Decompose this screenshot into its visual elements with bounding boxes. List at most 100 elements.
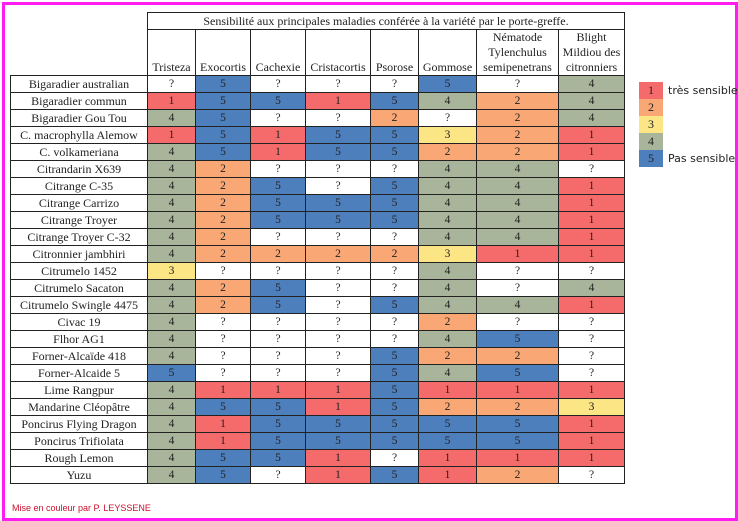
sensitivity-cell: 5 <box>250 415 306 433</box>
sensitivity-cell: 1 <box>305 449 371 467</box>
sensitivity-cell: 2 <box>418 313 477 331</box>
rootstock-name: Citrumelo Swingle 4475 <box>10 296 148 314</box>
sensitivity-cell: 1 <box>418 381 477 399</box>
sensitivity-cell: 5 <box>305 415 371 433</box>
sensitivity-cell: 1 <box>305 92 371 110</box>
sensitivity-cell: ? <box>250 466 306 484</box>
sensitivity-cell: 2 <box>195 160 251 178</box>
sensitivity-cell: 1 <box>250 381 306 399</box>
sensitivity-cell: ? <box>305 330 371 348</box>
sensitivity-cell: 4 <box>418 211 477 229</box>
corner-blank-2 <box>11 30 148 76</box>
sensitivity-cell: 4 <box>147 415 196 433</box>
sensitivity-cell: ? <box>250 330 306 348</box>
sensitivity-cell: 5 <box>250 398 306 416</box>
rootstock-name: Lime Rangpur <box>10 381 148 399</box>
sensitivity-cell: 1 <box>195 415 251 433</box>
sensitivity-cell: 5 <box>305 126 371 144</box>
rootstock-name: Bigaradier Gou Tou <box>10 109 148 127</box>
sensitivity-cell: 1 <box>418 449 477 467</box>
sensitivity-cell: 4 <box>147 466 196 484</box>
sensitivity-cell: 4 <box>147 211 196 229</box>
sensitivity-cell: 2 <box>195 177 251 195</box>
sensitivity-cell: 5 <box>418 75 477 93</box>
sensitivity-cell: 5 <box>305 143 371 161</box>
sensitivity-cell: 4 <box>558 92 625 110</box>
sensitivity-cell: 2 <box>195 296 251 314</box>
rootstock-name: Citrange Troyer <box>10 211 148 229</box>
sensitivity-cell: 2 <box>418 398 477 416</box>
table-row: Citrange Troyer C-32 4 2??? 4 4 1 <box>10 228 625 246</box>
sensitivity-cell: 1 <box>250 126 306 144</box>
sensitivity-cell: 4 <box>147 177 196 195</box>
sensitivity-cell: 2 <box>195 211 251 229</box>
sensitivity-cell: 4 <box>147 279 196 297</box>
column-header-line: Cachexie <box>255 60 301 74</box>
sensitivity-cell: 5 <box>195 466 251 484</box>
sensitivity-cell: 1 <box>418 466 477 484</box>
sensitivity-cell: 1 <box>195 381 251 399</box>
table-row: Citrange Troyer 4 2 5 5 5 4 4 1 <box>10 211 625 229</box>
sensitivity-cell: ? <box>195 313 251 331</box>
legend: 1 très sensible 2 3 4 5 Pas sensible <box>639 82 738 167</box>
sensitivity-cell: 1 <box>558 228 625 246</box>
sensitivity-cell: ? <box>370 313 419 331</box>
table-row: Civac 19 4???? 2?? <box>10 313 625 331</box>
sensitivity-cell: ? <box>558 313 625 331</box>
sensitivity-cell: 5 <box>370 381 419 399</box>
sensitivity-cell: 4 <box>476 160 559 178</box>
rootstock-name: Flhor AG1 <box>10 330 148 348</box>
sensitivity-cell: 5 <box>370 126 419 144</box>
sensitivity-cell: 1 <box>558 194 625 212</box>
sensitivity-table: Sensibilité aux principales maladies con… <box>10 12 625 484</box>
sensitivity-cell: 1 <box>476 449 559 467</box>
sensitivity-cell: ? <box>558 330 625 348</box>
sensitivity-cell: 5 <box>305 432 371 450</box>
sensitivity-cell: 5 <box>195 109 251 127</box>
sensitivity-cell: ? <box>558 262 625 280</box>
sensitivity-cell: 1 <box>558 432 625 450</box>
column-header-line: Psorose <box>375 60 414 74</box>
sensitivity-cell: 1 <box>558 126 625 144</box>
sensitivity-cell: ? <box>250 347 306 365</box>
sensitivity-cell: 4 <box>476 211 559 229</box>
sensitivity-cell: ? <box>195 364 251 382</box>
column-header: Tristeza <box>147 29 196 76</box>
legend-swatch: 4 <box>639 133 663 150</box>
sensitivity-cell: ? <box>305 160 371 178</box>
sensitivity-cell: ? <box>305 228 371 246</box>
sensitivity-cell: ? <box>370 75 419 93</box>
sensitivity-cell: 4 <box>418 364 477 382</box>
sensitivity-cell: 2 <box>476 347 559 365</box>
table-row: Forner-Alcaïde 418 4??? 5 2 2? <box>10 347 625 365</box>
column-header: Exocortis <box>195 29 251 76</box>
sensitivity-cell: 1 <box>250 143 306 161</box>
legend-swatch: 1 <box>639 82 663 99</box>
sensitivity-cell: 5 <box>305 194 371 212</box>
sensitivity-cell: 4 <box>418 228 477 246</box>
table-row: Mandarine Cléopâtre 4 5 5 1 5 2 2 3 <box>10 398 625 416</box>
column-header-line: semipenetrans <box>483 60 552 74</box>
sensitivity-cell: ? <box>418 109 477 127</box>
table-row: Rough Lemon 4 5 5 1? 1 1 1 <box>10 449 625 467</box>
sensitivity-cell: 3 <box>418 245 477 263</box>
sensitivity-cell: 5 <box>370 177 419 195</box>
table-row: Forner-Alcaide 5 5??? 5 4 5? <box>10 364 625 382</box>
sensitivity-cell: 2 <box>476 466 559 484</box>
sensitivity-cell: ? <box>305 109 371 127</box>
sensitivity-cell: 5 <box>370 211 419 229</box>
table-body: Bigaradier australian? 5??? 5? 4 Bigaradier … <box>10 75 625 484</box>
sensitivity-cell: 1 <box>558 211 625 229</box>
table-title: Sensibilité aux principales maladies con… <box>147 12 625 30</box>
sensitivity-cell: 4 <box>147 143 196 161</box>
sensitivity-cell: 5 <box>370 194 419 212</box>
sensitivity-cell: 5 <box>250 432 306 450</box>
column-header: Gommose <box>418 29 477 76</box>
sensitivity-cell: 5 <box>250 296 306 314</box>
sensitivity-cell: 4 <box>147 398 196 416</box>
sensitivity-cell: 5 <box>370 398 419 416</box>
table-row: Poncirus Flying Dragon 4 1 5 5 5 5 5 1 <box>10 415 625 433</box>
sensitivity-cell: ? <box>250 109 306 127</box>
sensitivity-cell: 5 <box>250 279 306 297</box>
sensitivity-cell: 2 <box>305 245 371 263</box>
